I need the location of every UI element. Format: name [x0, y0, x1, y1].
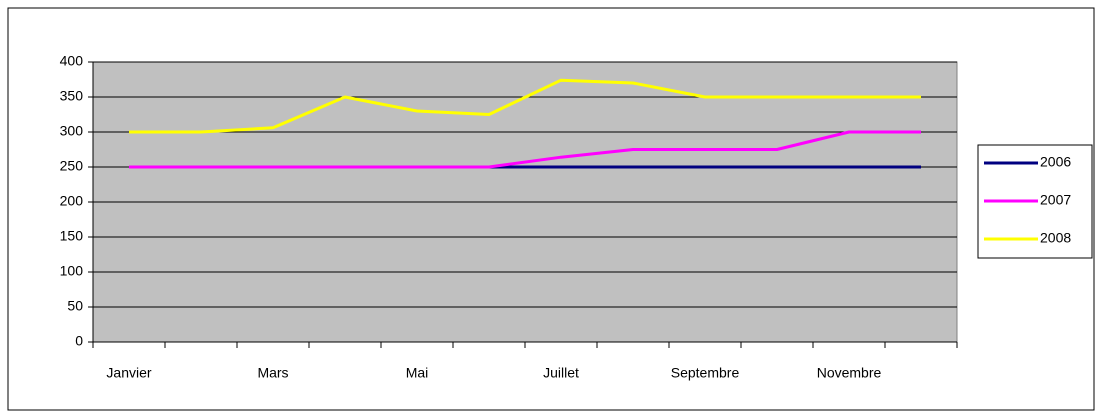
x-tick-label: Septembre [671, 365, 740, 381]
y-tick-label: 400 [60, 53, 84, 69]
y-tick-label: 0 [75, 333, 83, 349]
y-tick-label: 350 [60, 88, 84, 104]
series-line [129, 78, 921, 134]
y-tick-label: 300 [60, 123, 84, 139]
y-tick-label: 50 [67, 298, 83, 314]
x-tick-label: Juillet [543, 365, 579, 381]
x-tick-label: Mai [406, 365, 429, 381]
legend-label: 2006 [1040, 154, 1071, 170]
y-tick-label: 200 [60, 193, 84, 209]
legend-label: 2007 [1040, 192, 1071, 208]
legend-label: 2008 [1040, 230, 1071, 246]
y-tick-label: 150 [60, 228, 84, 244]
x-tick-label: Mars [257, 365, 288, 381]
series-line [129, 130, 921, 169]
y-tick-label: 100 [60, 263, 84, 279]
x-tick-label: Novembre [817, 365, 882, 381]
x-tick-label: Janvier [106, 365, 151, 381]
y-tick-label: 250 [60, 158, 84, 174]
